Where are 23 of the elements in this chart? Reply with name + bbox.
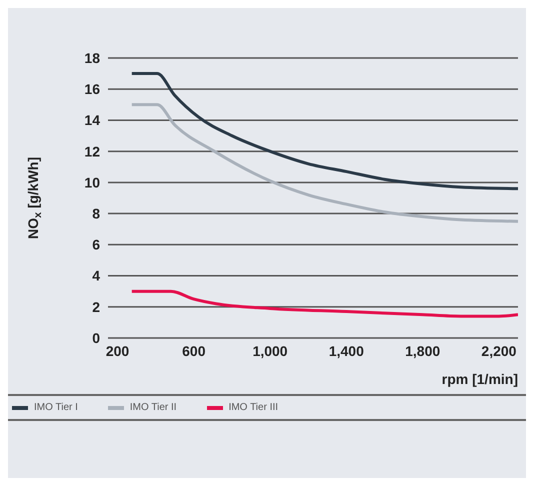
y-tick-label: 6 bbox=[92, 236, 100, 253]
y-tick-label: 0 bbox=[92, 330, 100, 346]
legend-label: IMO Tier III bbox=[228, 402, 278, 413]
x-tick-label: 200 bbox=[106, 342, 130, 359]
x-tick-label: 1,000 bbox=[252, 342, 288, 359]
y-tick-label: 8 bbox=[92, 206, 100, 222]
x-axis-title: rpm [1/min] bbox=[442, 371, 518, 387]
line-series bbox=[130, 103, 518, 223]
y-tick-label: 16 bbox=[84, 81, 100, 98]
y-tick-label: 14 bbox=[84, 112, 100, 128]
x-tick-label: 1,800 bbox=[405, 342, 440, 359]
legend-label: IMO Tier I bbox=[34, 402, 78, 413]
y-tick-label: 18 bbox=[84, 50, 100, 66]
y-tick-label: 12 bbox=[84, 143, 100, 160]
y-tick-label: 4 bbox=[92, 268, 100, 284]
y-tick-label: 2 bbox=[92, 298, 100, 315]
line-series bbox=[130, 290, 518, 318]
x-tick-label: 2,200 bbox=[481, 342, 517, 359]
line-series bbox=[130, 72, 518, 190]
x-tick-label: 600 bbox=[182, 342, 206, 359]
x-tick-label: 1,400 bbox=[328, 342, 364, 359]
legend-label: IMO Tier II bbox=[130, 402, 177, 413]
y-tick-label: 10 bbox=[84, 174, 100, 190]
